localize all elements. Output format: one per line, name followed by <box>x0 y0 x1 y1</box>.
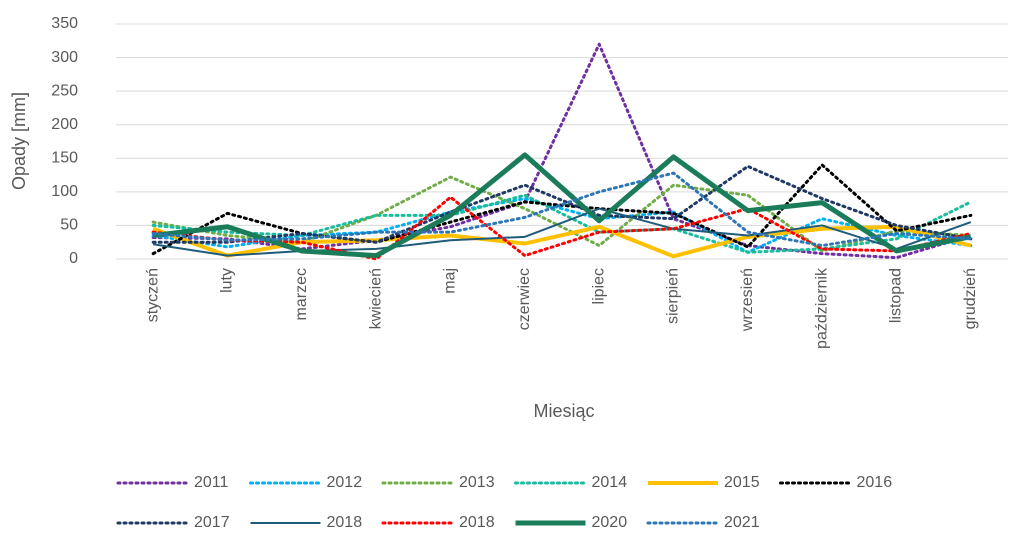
x-axis-label: Miesiąc <box>533 401 594 421</box>
x-tick-label: wrzesień <box>739 268 756 332</box>
y-tick-label: 50 <box>60 217 78 234</box>
x-tick-label: październik <box>813 267 830 349</box>
y-tick-label: 0 <box>69 250 78 267</box>
y-tick-label: 200 <box>51 116 78 133</box>
y-tick-label: 350 <box>51 15 78 32</box>
legend-label: 2018 <box>327 514 363 531</box>
legend-label: 2011 <box>194 474 229 491</box>
x-tick-label: marzec <box>293 268 310 320</box>
series-line <box>151 197 973 254</box>
legend-label: 2021 <box>724 514 760 531</box>
x-tick-label: grudzień <box>962 268 979 329</box>
y-tick-label: 250 <box>51 82 78 99</box>
y-tick-label: 150 <box>51 150 78 167</box>
legend-label: 2018 <box>459 514 495 531</box>
series-line <box>152 152 972 259</box>
series-line <box>151 195 973 261</box>
y-axis-label: Opady [mm] <box>9 92 29 190</box>
series-line <box>151 164 973 244</box>
legend-label: 2015 <box>724 474 760 491</box>
x-tick-label: maj <box>442 268 459 294</box>
legend-label: 2016 <box>857 474 893 491</box>
series-line <box>151 175 973 253</box>
legend-label: 2012 <box>327 474 363 491</box>
legend-label: 2014 <box>592 474 628 491</box>
x-tick-label: sierpień <box>665 268 682 324</box>
y-tick-label: 100 <box>51 183 78 200</box>
x-tick-label: listopad <box>888 268 905 323</box>
y-tick-label: 300 <box>51 49 78 66</box>
x-tick-label: styczeń <box>144 268 161 322</box>
x-tick-label: luty <box>219 268 236 293</box>
x-tick-label: lipiec <box>590 268 607 304</box>
legend-label: 2020 <box>592 514 628 531</box>
legend-label: 2013 <box>459 474 495 491</box>
series-line <box>153 207 972 257</box>
legend-label: 2017 <box>194 514 230 531</box>
x-tick-label: czerwiec <box>516 268 533 330</box>
series-line <box>151 171 973 248</box>
x-tick-label: kwiecień <box>367 268 384 329</box>
